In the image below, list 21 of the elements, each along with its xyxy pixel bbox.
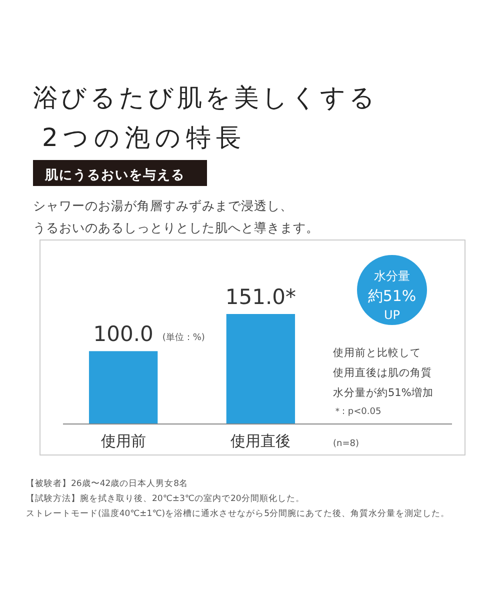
text: うるおいのあるしっとりとした肌へと導きます。 xyxy=(33,220,319,235)
text: 肌にうるおいを与える xyxy=(44,168,185,183)
annotation: (単位：%) xyxy=(162,332,205,344)
data-label: 151.0* xyxy=(225,285,296,309)
text: 約51% xyxy=(368,287,416,305)
text: シャワーのお湯が角層すみずみまで浸透し、 xyxy=(33,198,293,213)
text: 水分量が約51%増加 xyxy=(333,386,434,399)
chart-subtitle: 2つの泡の特長 xyxy=(42,123,246,152)
text: 【被験者】26歳〜42歳の日本人男女8名 xyxy=(26,478,188,489)
chart-title: 浴びるたび肌を美しくする xyxy=(33,83,378,112)
x-tick-label: 使用直後 xyxy=(230,432,291,450)
text: 【試験方法】腕を拭き取り後、20℃±3℃の室内で20分間順化した。 xyxy=(26,493,304,504)
data-label: 100.0 xyxy=(93,322,154,346)
x-tick-label: 使用前 xyxy=(100,432,146,450)
text: ＊: p<0.05 xyxy=(333,407,382,417)
text: UP xyxy=(384,308,400,322)
text: (n=8) xyxy=(333,439,359,449)
text: 使用直後は肌の角質 xyxy=(333,366,432,379)
text: 水分量 xyxy=(374,269,410,283)
text: ストレートモード(温度40℃±1℃)を浴槽に通水させながら5分間腕にあてた後、角質水分量を測定した。 xyxy=(26,508,450,519)
text: 使用前と比較して xyxy=(333,346,421,359)
